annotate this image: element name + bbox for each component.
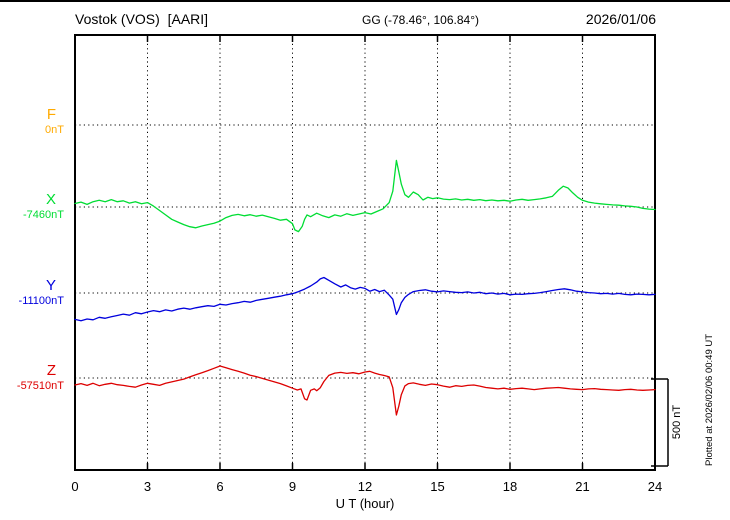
x-tick-label: 15 [430, 479, 444, 494]
channel-label-F: F 0nT [0, 106, 64, 136]
x-tick-label: 0 [71, 479, 78, 494]
station-title: Vostok (VOS) [AARI] [75, 11, 209, 27]
x-tick-label: 6 [216, 479, 223, 494]
trace-X [74, 159, 656, 233]
x-tick-label: 24 [648, 479, 662, 494]
channel-label-Y: Y -11100nT [0, 277, 64, 307]
channel-baseline-value-Y: -11100nT [18, 295, 64, 307]
channel-label-Z: Z -57510nT [0, 362, 64, 392]
date-label: 2026/01/06 [585, 11, 656, 27]
top-border [0, 0, 730, 2]
x-tick-label: 3 [144, 479, 151, 494]
scale-bar-label: 500 nT [671, 405, 683, 440]
scale-bar: 500 nT [651, 378, 683, 467]
x-tick-label: 9 [289, 479, 296, 494]
x-tick-label: 18 [503, 479, 517, 494]
x-tick-label: 21 [575, 479, 589, 494]
channel-letter-X: X [45, 191, 56, 208]
vertical-gridlines [147, 35, 583, 470]
traces [74, 159, 656, 416]
channel-letter-Z: Z [46, 362, 56, 379]
channel-letter-Y: Y [45, 277, 56, 294]
channel-baseline-value-F: 0nT [45, 124, 64, 136]
channel-baseline-value-X: -7460nT [23, 209, 64, 221]
x-tick-label: 12 [358, 479, 372, 494]
x-axis-label: U T (hour) [336, 496, 395, 511]
plotted-at-label: Plotted at 2026/02/06 00:49 UT [704, 334, 715, 466]
axis-ticks [146, 35, 584, 470]
channel-letter-F: F [46, 106, 56, 123]
trace-Y [74, 276, 656, 322]
trace-Z [74, 365, 656, 416]
coordinates-label: GG (-78.46°, 106.84°) [362, 13, 479, 27]
x-tick-labels: 0 3 6 9 12 15 18 21 24 [71, 479, 662, 494]
channel-baseline-value-Z: -57510nT [16, 380, 64, 392]
channel-label-X: X -7460nT [0, 191, 64, 221]
